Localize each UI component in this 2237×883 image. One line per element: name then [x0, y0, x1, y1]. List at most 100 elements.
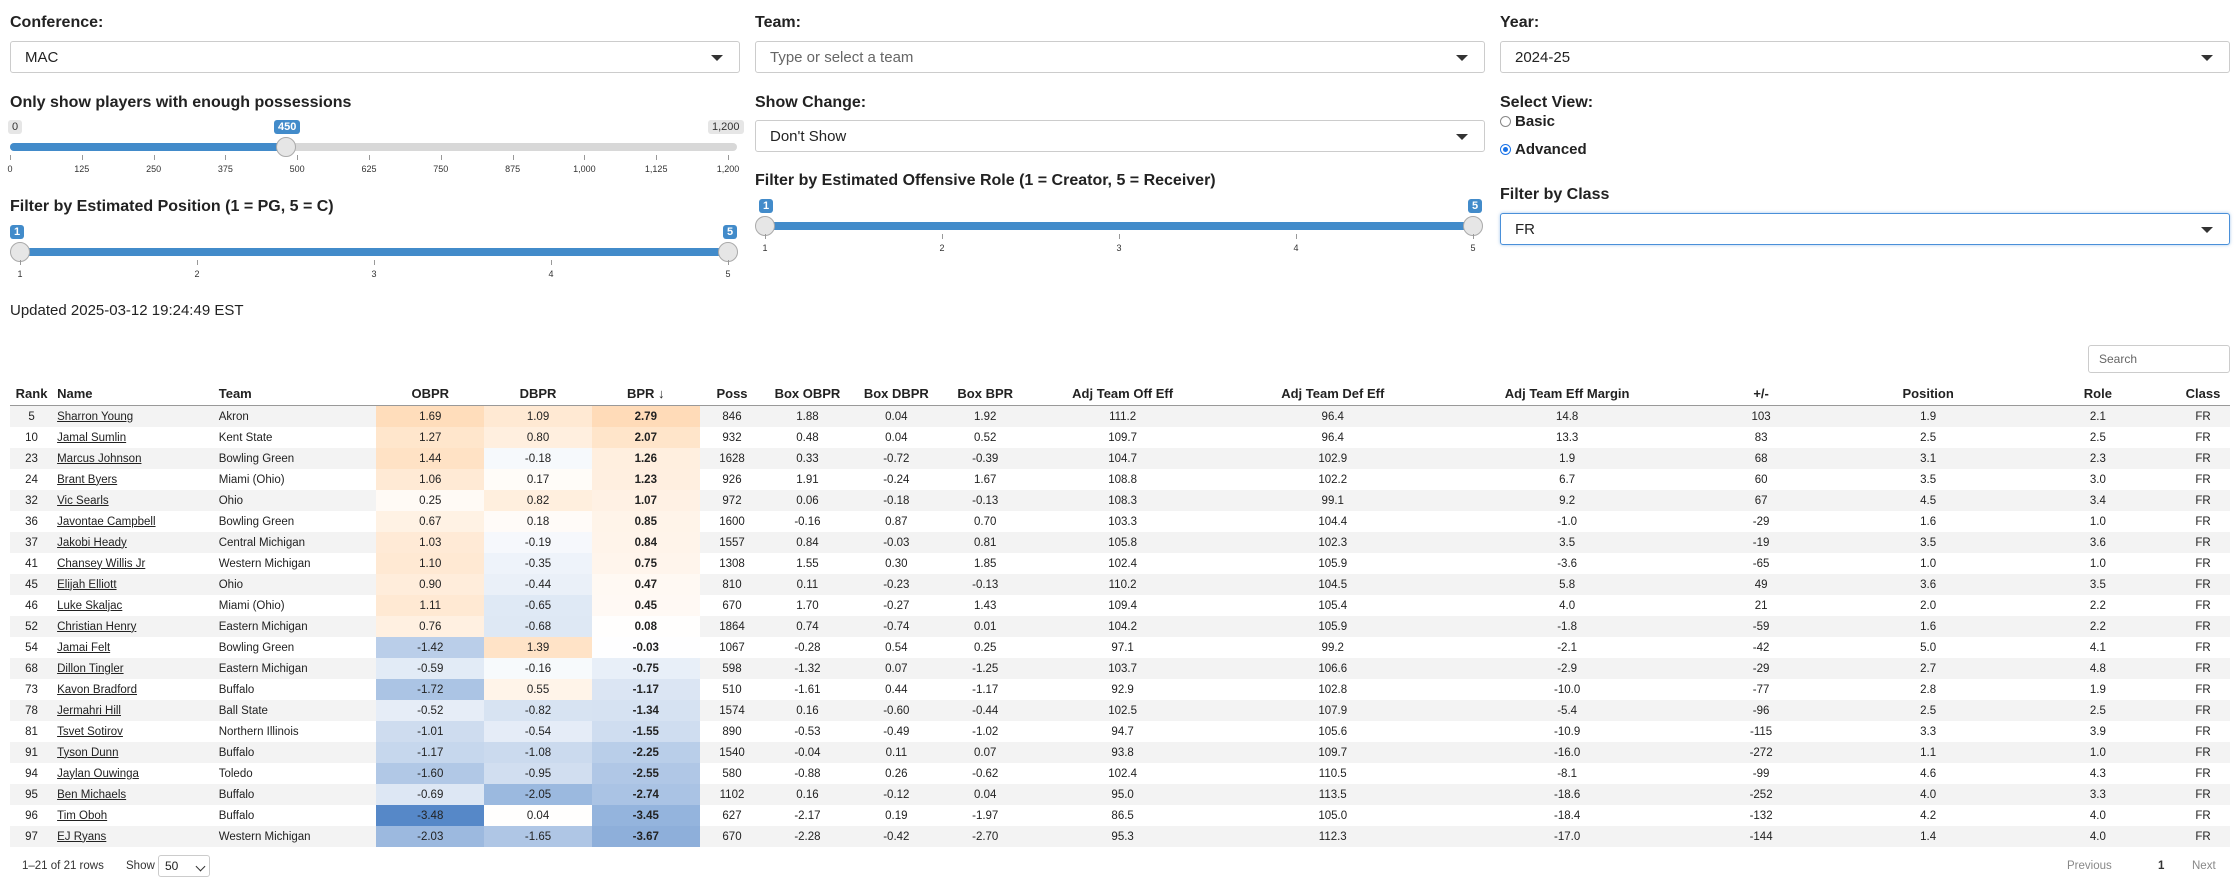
- radio-icon[interactable]: [1500, 116, 1511, 127]
- adj-eff-margin-cell: -18.6: [1448, 784, 1686, 805]
- column-header[interactable]: Box DBPR: [850, 381, 943, 406]
- column-header[interactable]: Poss: [699, 381, 765, 406]
- column-header[interactable]: +/-: [1685, 381, 1837, 406]
- box-dbpr-cell: -0.72: [850, 448, 943, 469]
- class-value: FR: [1515, 220, 1535, 238]
- player-name-link-cell[interactable]: Jamai Felt: [57, 641, 111, 654]
- position-from-handle[interactable]: [10, 242, 30, 262]
- team-cell: Kent State: [218, 431, 273, 444]
- class-select[interactable]: FR: [1500, 213, 2230, 245]
- team-label: Team:: [755, 14, 801, 31]
- player-name-link-cell[interactable]: Kavon Bradford: [57, 683, 138, 696]
- column-header[interactable]: Box OBPR: [764, 381, 851, 406]
- box-obpr-cell: -0.53: [794, 725, 821, 738]
- adj-eff-margin-cell: -18.4: [1554, 809, 1581, 822]
- possessions-slider[interactable]: 0 1,200 450 0 125 250 375 500 625 750 875 1,000 1…: [7, 118, 744, 178]
- box-dbpr-cell: -0.74: [850, 616, 943, 637]
- column-header[interactable]: Rank: [10, 381, 54, 406]
- year-select[interactable]: 2024-25: [1500, 41, 2230, 73]
- column-header[interactable]: BPR ↓: [591, 381, 700, 406]
- box-dbpr-cell: 0.54: [885, 641, 908, 654]
- team-cell: Ohio: [214, 490, 377, 511]
- page-1-button[interactable]: 1: [2158, 860, 2165, 872]
- position-cell: 2.5: [1836, 700, 2020, 721]
- conference-select[interactable]: MAC: [10, 41, 740, 73]
- class-cell: FR: [2175, 784, 2230, 805]
- player-name-link-cell[interactable]: Jermahri Hill: [53, 700, 215, 721]
- page-length-select[interactable]: 50: [158, 855, 210, 877]
- player-name-link-cell[interactable]: Javontae Campbell: [57, 515, 156, 528]
- column-header[interactable]: OBPR: [376, 381, 485, 406]
- next-button[interactable]: Next: [2192, 860, 2216, 872]
- column-header[interactable]: Position: [1836, 381, 2020, 406]
- player-name-link-cell[interactable]: Ben Michaels: [53, 784, 215, 805]
- column-header[interactable]: Team: [214, 381, 377, 406]
- player-name-link-cell[interactable]: Tyson Dunn: [53, 742, 215, 763]
- player-name-link-cell[interactable]: Tim Oboh: [57, 809, 108, 822]
- player-name-link-cell[interactable]: Dillon Tingler: [53, 658, 215, 679]
- slider-tick: [369, 155, 370, 160]
- position-to-handle[interactable]: [718, 242, 738, 262]
- slider-tick-label: 3: [1116, 243, 1122, 253]
- radio-selected-icon[interactable]: [1500, 144, 1511, 155]
- plus-minus-cell: 103: [1685, 405, 1837, 427]
- player-name-link-cell[interactable]: Brant Byers: [57, 473, 118, 486]
- player-name-link-cell[interactable]: Elijah Elliott: [53, 574, 215, 595]
- rank-cell: 95: [10, 784, 54, 805]
- bpr-cell: 0.08: [591, 616, 700, 637]
- player-name-link-cell[interactable]: Jaylan Ouwinga: [57, 767, 139, 780]
- column-header[interactable]: Name: [53, 381, 215, 406]
- position-cell: 1.6: [1920, 515, 1937, 528]
- table-header-row: Rank Name Team OBPR DBPR BPR ↓ Poss Box OBPR Box…: [10, 381, 2230, 406]
- bpr-cell: 1.23: [591, 469, 700, 490]
- column-header[interactable]: Role: [2019, 381, 2176, 406]
- player-name-link-cell[interactable]: Luke Skaljac: [57, 599, 123, 612]
- role-to-handle[interactable]: [1463, 216, 1483, 236]
- adj-off-eff-cell: 104.7: [1028, 448, 1217, 469]
- player-name-link-cell[interactable]: Marcus Johnson: [53, 448, 215, 469]
- dbpr-cell: 0.80: [484, 427, 592, 448]
- poss-cell: 1864: [699, 616, 765, 637]
- role-from-handle[interactable]: [755, 216, 775, 236]
- adj-eff-margin-cell: -8.1: [1557, 767, 1578, 780]
- player-name-link-cell[interactable]: Vic Searls: [53, 490, 215, 511]
- search-input[interactable]: Search: [2088, 345, 2230, 373]
- player-name-link-cell[interactable]: Jakobi Heady: [53, 532, 215, 553]
- position-slider[interactable]: 1 5 1 2 3 4 5: [10, 223, 738, 283]
- view-advanced-radio[interactable]: Advanced: [1500, 141, 1587, 158]
- previous-button[interactable]: Previous: [2067, 860, 2112, 872]
- player-name-link-cell[interactable]: Christian Henry: [53, 616, 215, 637]
- player-name-link-cell[interactable]: Chansey Willis Jr: [57, 557, 146, 570]
- poss-cell: 1574: [699, 700, 765, 721]
- column-header[interactable]: Class: [2175, 381, 2230, 406]
- poss-cell: 670: [722, 599, 742, 612]
- adj-eff-margin-cell: 4.0: [1559, 599, 1576, 612]
- table-row: 68 Dillon Tingler Eastern Michigan -0.59 -0.…: [10, 658, 2230, 679]
- slider-tick-label: 750: [433, 164, 449, 174]
- player-name-link-cell[interactable]: Sharron Young: [53, 405, 215, 427]
- column-header[interactable]: Box BPR: [942, 381, 1029, 406]
- plus-minus-cell: -144: [1685, 826, 1837, 847]
- box-obpr-cell: 0.84: [764, 532, 851, 553]
- player-name-link-cell[interactable]: Jamal Sumlin: [57, 431, 127, 444]
- class-cell: FR: [2175, 658, 2230, 679]
- player-name-link-cell[interactable]: Tsvet Sotirov: [57, 725, 123, 738]
- box-bpr-cell: -1.17: [972, 683, 999, 696]
- class-cell: FR: [2175, 700, 2230, 721]
- column-header[interactable]: Adj Team Eff Margin: [1448, 381, 1686, 406]
- adj-eff-margin-cell: -10.9: [1554, 725, 1581, 738]
- show-change-select[interactable]: Don't Show: [755, 120, 1485, 152]
- table-row: 32 Vic Searls Ohio 0.25 0.82 1.07 972 0.06 -0.18…: [10, 490, 2230, 511]
- role-slider[interactable]: 1 5 1 2 3 4 5: [755, 197, 1483, 257]
- column-header[interactable]: Adj Team Off Eff: [1028, 381, 1217, 406]
- column-header[interactable]: DBPR: [484, 381, 592, 406]
- possessions-handle[interactable]: [276, 137, 296, 157]
- column-header[interactable]: Adj Team Def Eff: [1216, 381, 1449, 406]
- possessions-track[interactable]: [10, 143, 737, 151]
- view-basic-radio[interactable]: Basic: [1500, 113, 1555, 130]
- team-cell: Ball State: [214, 700, 377, 721]
- player-name-link-cell[interactable]: EJ Ryans: [53, 826, 215, 847]
- team-select[interactable]: Type or select a team: [755, 41, 1485, 73]
- team-cell: Eastern Michigan: [214, 658, 377, 679]
- slider-tick-label: 2: [939, 243, 945, 253]
